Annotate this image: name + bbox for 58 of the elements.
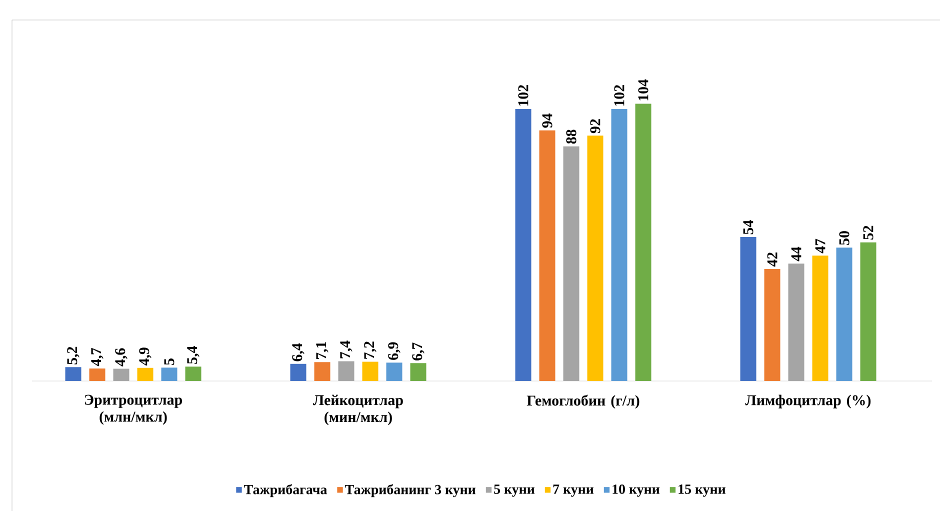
legend-label: Тажрибанинг 3 куни [345,484,476,498]
x-tick-label: Лейкоцитлар (мин/мкл) [313,394,403,426]
data-label: 5,4 [187,346,200,364]
bar [161,368,178,381]
x-tick-label: Эритроцитлар (млн/мкл) [84,394,182,425]
bar [563,146,580,381]
data-label: 88 [566,130,576,144]
data-label: 44 [791,246,802,262]
bar [338,361,354,381]
bar [740,237,756,381]
bar [515,109,532,381]
data-label: 50 [839,231,850,245]
bar [860,242,876,381]
data-label: 7,1 [316,342,328,360]
bar [635,104,652,381]
data-label: 47 [815,238,826,254]
data-label: 6,9 [388,342,400,360]
x-tick-label: Лимфоцитлар (%) [745,394,871,408]
data-label: 7,2 [364,342,376,359]
data-label: 7,4 [340,340,352,358]
bar [587,136,604,381]
bar [362,362,378,381]
data-label: 104 [638,79,648,100]
legend-label: 15 куни [678,484,726,497]
data-label: 102 [614,85,624,106]
data-label: 42 [767,252,778,267]
bar [386,362,402,381]
data-label: 5 [164,358,174,365]
data-label: 4,7 [91,348,104,366]
legend-label: 7 куни [553,484,594,497]
data-label: 52 [863,226,874,240]
bar [65,367,82,381]
data-label: 4,9 [139,348,152,366]
bar [89,368,106,381]
bar [764,269,780,381]
data-label: 94 [542,113,552,128]
legend-label: 10 куни [612,484,660,497]
legend-label: 5 куни [494,484,535,497]
bar [788,264,804,381]
bar [314,362,330,381]
bar [836,248,852,381]
bar [185,366,202,381]
data-label: 4,6 [115,348,128,366]
bar [113,368,130,381]
x-tick-label: Гемоглобин (г/л) [526,394,640,409]
bar [290,364,306,381]
data-label: 6,4 [292,343,304,362]
data-label: 102 [518,85,528,106]
data-label: 6,7 [412,342,424,360]
legend-label: Тажрибагача [244,484,327,498]
bar [410,363,426,381]
data-label: 5,2 [67,346,80,364]
data-label: 92 [590,119,600,134]
bar [539,130,556,381]
bar [611,109,628,381]
bar [812,256,828,381]
bar [137,368,154,381]
data-label: 54 [743,220,754,234]
